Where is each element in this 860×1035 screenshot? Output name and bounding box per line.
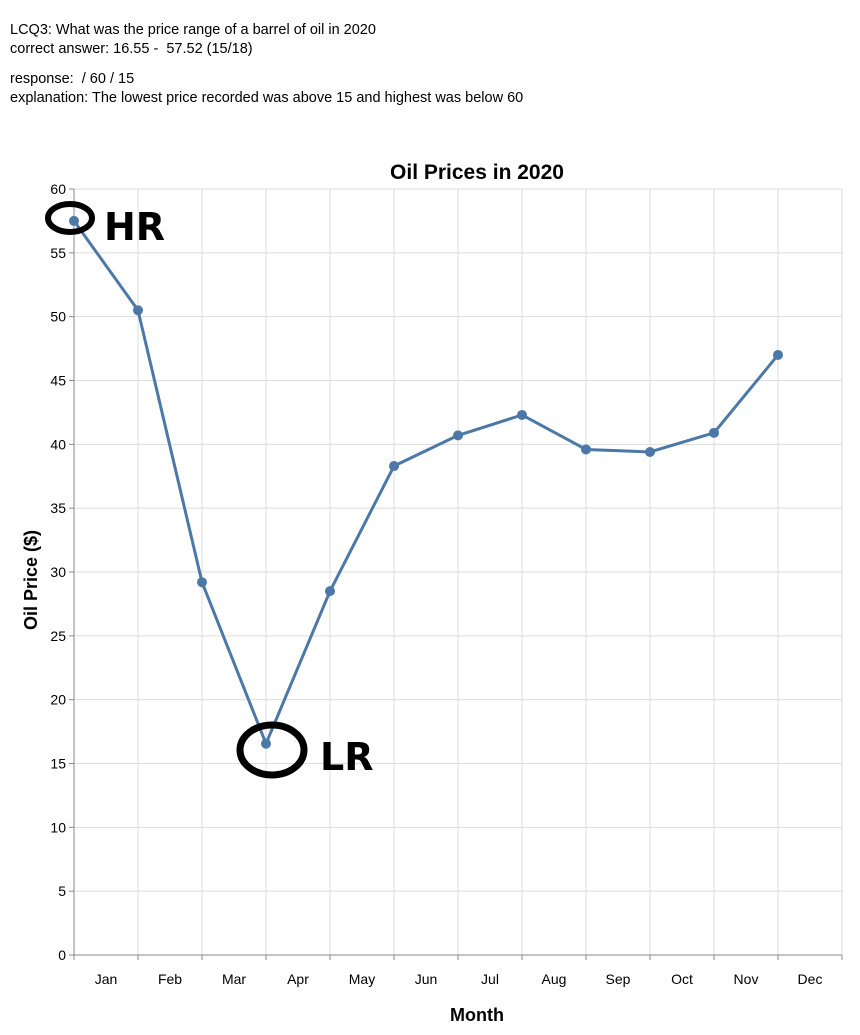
x-tick-label: Feb: [158, 971, 182, 987]
y-tick-label: 5: [58, 883, 66, 899]
y-tick-label: 15: [50, 756, 66, 772]
y-tick-label: 10: [50, 819, 66, 835]
chart-grid: [73, 188, 843, 956]
x-tick-label: Dec: [798, 971, 823, 987]
data-point: [517, 409, 527, 420]
y-tick-label: 45: [50, 373, 66, 389]
chart-series: [69, 215, 783, 749]
y-tick-label: 35: [50, 500, 66, 516]
x-tick-label: Mar: [222, 971, 246, 987]
data-point: [453, 430, 463, 441]
handwritten-annotations: HR LR: [45, 201, 373, 779]
explanation-text: explanation: The lowest price recorded w…: [10, 90, 524, 106]
y-tick-label: 0: [58, 947, 66, 963]
data-point: [197, 577, 207, 588]
data-point: [773, 349, 783, 360]
x-tick-label: Aug: [542, 971, 567, 987]
data-point: [69, 215, 79, 226]
x-tick-label: Jan: [95, 971, 118, 987]
x-tick-label: Jul: [481, 971, 499, 987]
x-tick-label: Apr: [287, 971, 309, 987]
question-block: LCQ3: What was the price range of a barr…: [10, 21, 376, 59]
y-tick-label: 50: [50, 309, 66, 325]
low-circle-mark: [236, 721, 308, 779]
y-tick-label: 55: [50, 245, 66, 261]
x-tick-label: Sep: [606, 971, 631, 987]
y-tick-label: 40: [50, 436, 66, 452]
x-tick-label: May: [349, 971, 375, 987]
y-axis-label: Oil Price ($): [21, 530, 41, 630]
price-line: [72, 220, 780, 746]
high-annotation: HR: [104, 205, 165, 249]
response-block: response: / 60 / 15 explanation: The low…: [10, 70, 523, 108]
data-point: [325, 586, 335, 597]
correct-answer-text: correct answer: 16.55 - 57.52 (15/18): [10, 41, 253, 57]
x-axis-label: Month: [450, 1005, 504, 1025]
x-tick-label: Nov: [734, 971, 759, 987]
question-text: LCQ3: What was the price range of a barr…: [10, 22, 376, 38]
y-tick-label: 30: [50, 564, 66, 580]
chart-title: Oil Prices in 2020: [390, 161, 564, 184]
y-tick-label: 20: [50, 692, 66, 708]
data-point: [645, 446, 655, 457]
x-tick-label: Jun: [415, 971, 438, 987]
data-point: [581, 444, 591, 455]
data-point: [133, 305, 143, 316]
response-text: response: / 60 / 15: [10, 71, 135, 87]
data-point: [261, 738, 271, 749]
x-tick-label: Oct: [671, 971, 693, 987]
y-tick-label: 60: [50, 181, 66, 197]
data-point: [709, 427, 719, 438]
data-point: [389, 461, 399, 472]
high-circle-mark: [45, 201, 95, 235]
low-annotation: LR: [320, 735, 373, 779]
y-tick-label: 25: [50, 628, 66, 644]
chart-axes: 0 5 10 15 20 25 30 35 40 45 50 55 60 Jan Feb Mar Apr May J…: [50, 181, 843, 987]
